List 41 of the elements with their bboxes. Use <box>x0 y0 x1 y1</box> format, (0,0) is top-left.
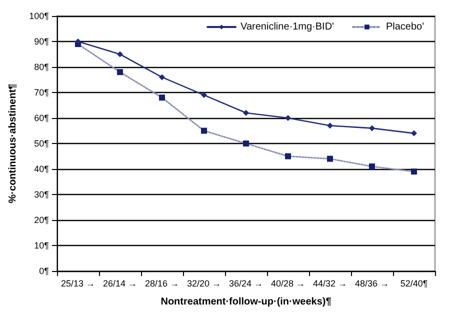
x-tick-label: 32/20 → <box>186 278 222 288</box>
y-tick-label: 90¶ <box>34 36 50 46</box>
y-tick-label: 60¶ <box>34 113 50 123</box>
point <box>159 94 165 101</box>
legend-label: Placebo' <box>386 22 424 32</box>
x-tick-label: 25/13 → <box>60 278 96 288</box>
point <box>159 74 165 80</box>
x-tick-label: 44/32 → <box>312 278 348 288</box>
y-tick-label: 40¶ <box>34 164 50 174</box>
point <box>411 168 417 175</box>
point <box>243 140 249 146</box>
point <box>285 115 291 121</box>
y-tick-label: 0¶ <box>39 266 50 276</box>
legend-label: Varenicline·1mg·BID' <box>240 22 334 32</box>
point <box>411 130 417 136</box>
point <box>201 128 207 134</box>
x-tick-label: 28/16 → <box>144 278 180 288</box>
point <box>75 38 81 44</box>
x-tick-label: 40/28 → <box>270 278 306 288</box>
x-tick-label: 36/24 → <box>228 278 264 288</box>
point <box>369 163 375 170</box>
y-axis-title: %·continuous·abstinent¶ <box>8 83 19 204</box>
y-tick-label: 100¶ <box>29 11 50 21</box>
point <box>327 156 333 162</box>
y-tick-label: 10¶ <box>34 240 50 250</box>
y-tick-label: 30¶ <box>34 190 50 200</box>
point <box>117 69 123 76</box>
point <box>243 110 249 116</box>
point <box>369 125 375 132</box>
point <box>327 122 333 129</box>
y-tick-label: 70¶ <box>34 88 50 98</box>
x-tick-label: 48/36 → <box>354 278 390 288</box>
x-tick-label: 26/14 → <box>102 278 138 288</box>
y-tick-label: 80¶ <box>34 62 50 72</box>
point <box>285 153 291 160</box>
y-tick-label: 50¶ <box>34 138 50 148</box>
point <box>117 51 123 58</box>
x-tick-label: 52/40¶ <box>400 278 428 288</box>
point <box>201 92 207 98</box>
y-tick-label: 20¶ <box>34 215 50 225</box>
x-axis-title: Nontreatment·follow-up·(in·weeks)¶ <box>160 296 332 308</box>
